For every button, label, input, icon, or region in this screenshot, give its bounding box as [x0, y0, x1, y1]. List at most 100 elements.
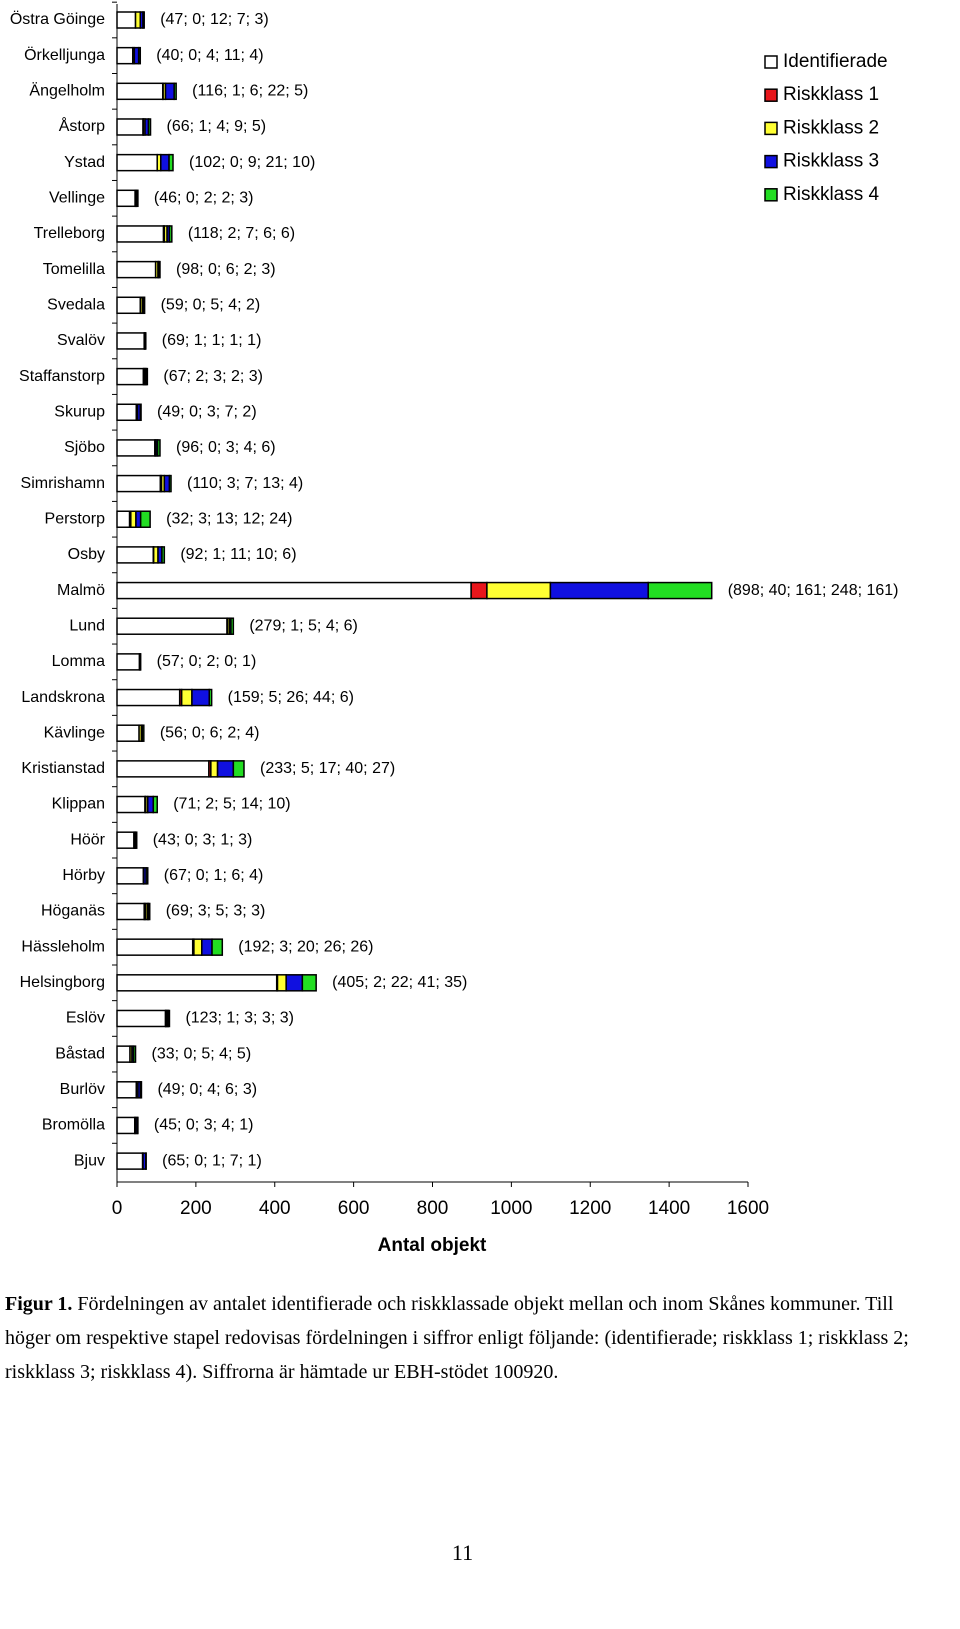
bar-segment [116, 760, 210, 778]
y-tick-label: Skurup [54, 403, 105, 420]
bar-segment [168, 474, 172, 493]
value-label: (67; 0; 1; 6; 4) [164, 867, 264, 884]
value-label: (123; 1; 3; 3; 3) [185, 1010, 294, 1027]
bar-segment [116, 867, 145, 885]
legend-swatch [764, 154, 778, 169]
bar-segment [116, 1152, 144, 1170]
y-tick-label: Helsingborg [20, 974, 105, 991]
bar-segment [158, 260, 161, 279]
value-label: (233; 5; 17; 40; 27) [260, 760, 395, 777]
bar-segment [161, 546, 166, 564]
bar-segment [116, 296, 142, 315]
y-tick-label: Staffanstorp [19, 368, 105, 385]
y-tick-label: Ängelholm [29, 82, 105, 100]
bar-segment [116, 974, 278, 992]
legend-swatch [764, 188, 778, 202]
x-tick-label: 200 [180, 1198, 212, 1219]
bar-segment [160, 153, 170, 172]
x-tick-label: 0 [112, 1198, 123, 1219]
y-tick-label: Hörby [62, 867, 105, 884]
bar-segment [116, 189, 136, 208]
bar-segment [147, 795, 155, 814]
bar-segment [116, 118, 144, 136]
value-label: (40; 0; 4; 11; 4) [156, 47, 263, 64]
bar-segment [116, 1081, 138, 1099]
legend-swatch [764, 121, 778, 136]
x-tick-label: 800 [417, 1198, 449, 1219]
chart: Antal objekt 0 200 400 600 800 1000 1200 1400 16… [10, 1, 899, 1256]
bar-segment [168, 153, 174, 172]
bar-segment [216, 760, 235, 778]
value-label: (71; 2; 5; 14; 10) [173, 796, 290, 813]
bar-segment [116, 439, 156, 457]
bar-segment [145, 867, 149, 885]
y-tick-label: Eslöv [66, 1010, 105, 1027]
bar-segment [193, 938, 203, 956]
bar-segment [139, 1081, 143, 1099]
value-label: (66; 1; 4; 9; 5) [167, 118, 267, 135]
y-tick-label: Landskrona [21, 689, 105, 706]
value-label: (192; 3; 20; 26; 26) [238, 938, 373, 955]
y-tick-label: Burlöv [60, 1081, 105, 1098]
bar-segment [168, 225, 173, 243]
bar-segment [116, 546, 155, 564]
bar-segment [116, 724, 140, 742]
y-tick-label: Klippan [52, 796, 105, 813]
value-label: (69; 1; 1; 1; 1) [162, 332, 262, 349]
bar-segment [139, 510, 151, 528]
legend-label: Riskklass 3 [783, 151, 879, 172]
bar-segment [137, 46, 142, 65]
y-tick-label: Ystad [64, 154, 105, 171]
y-tick-label: Höganäs [41, 903, 105, 920]
value-label: (898; 40; 161; 248; 161) [728, 582, 899, 599]
legend-swatch [764, 55, 778, 69]
bar-segment [132, 1045, 137, 1063]
y-tick-label: Tomelilla [43, 261, 105, 278]
x-tick-label: 600 [338, 1198, 370, 1219]
value-label: (92; 1; 11; 10; 6) [180, 546, 296, 563]
y-tick-label: Bjuv [74, 1152, 105, 1169]
y-tick-label: Vellinge [49, 190, 105, 207]
y-tick-label: Trelleborg [34, 225, 105, 242]
value-label: (98; 0; 6; 2; 3) [176, 261, 276, 278]
bar-segment [232, 760, 245, 778]
caption-label: Figur 1. [5, 1293, 73, 1315]
y-tick-label: Hässleholm [21, 938, 105, 955]
bar-segment [116, 332, 145, 350]
y-tick-label: Örkelljunga [24, 46, 105, 64]
value-label: (96; 0; 3; 4; 6) [176, 439, 276, 456]
bar-segment [152, 795, 158, 814]
page-number: 11 [451, 1540, 474, 1565]
value-label: (279; 1; 5; 4; 6) [249, 617, 358, 634]
bar-segment [167, 1009, 171, 1028]
x-tick-label: 1600 [727, 1198, 769, 1219]
value-label: (43; 0; 3; 1; 3) [153, 831, 253, 848]
bar-segment [470, 581, 488, 600]
y-tick-label: Simrishamn [21, 475, 105, 492]
value-label: (45; 0; 3; 4; 1) [154, 1117, 254, 1134]
bar-segment [116, 11, 137, 29]
y-tick-label: Höör [70, 831, 105, 848]
y-tick-label: Osby [68, 546, 105, 563]
value-label: (118; 2; 7; 6; 6) [188, 225, 295, 242]
value-label: (56; 0; 6; 2; 4) [160, 724, 260, 741]
bar-segment [116, 46, 134, 65]
bar-segment [145, 367, 149, 386]
bar-segment [116, 1009, 167, 1028]
bar-segment [116, 938, 194, 956]
value-label: (57; 0; 2; 0; 1) [157, 653, 257, 670]
bar-segment [116, 474, 162, 493]
value-label: (69; 3; 5; 3; 3) [166, 903, 266, 920]
bar-segment [191, 688, 211, 707]
bar-segment [647, 581, 713, 600]
bar-segment [130, 510, 137, 528]
y-tick-label: Svalöv [57, 332, 105, 349]
value-label: (116; 1; 6; 22; 5) [192, 83, 308, 100]
value-label: (32; 3; 13; 12; 24) [166, 510, 292, 527]
bar-segment [180, 688, 193, 707]
bar-segment [147, 902, 151, 921]
bar-segment [116, 688, 181, 707]
y-tick-label: Perstorp [45, 510, 106, 527]
legend-label: Riskklass 1 [783, 84, 879, 105]
